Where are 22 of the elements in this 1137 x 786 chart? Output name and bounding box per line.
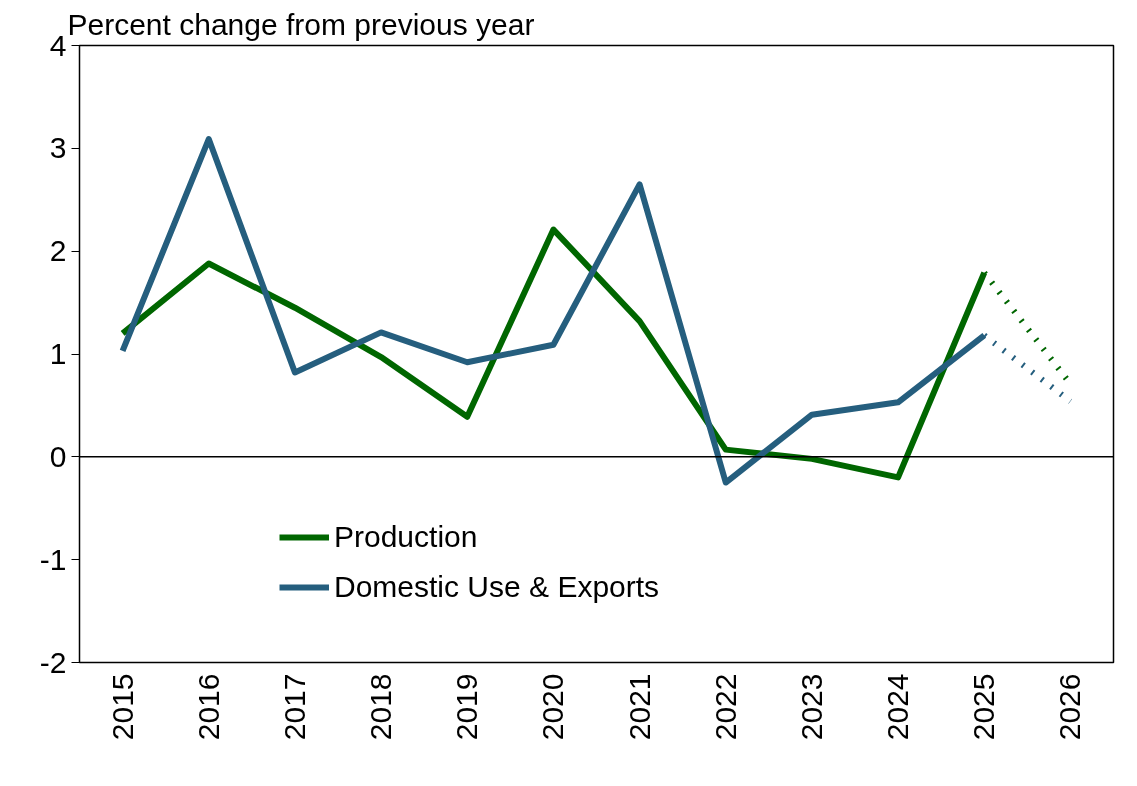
y-tick-label: 2: [49, 234, 67, 268]
x-tick-label: 2020: [536, 673, 570, 741]
x-tick-label: 2018: [364, 673, 398, 741]
x-tick-label: 2019: [450, 673, 484, 741]
y-tick-label: 0: [49, 439, 67, 473]
x-tick-label: 2025: [967, 673, 1001, 741]
x-tick-label: 2022: [708, 673, 742, 741]
x-tick-label: 2017: [277, 673, 311, 741]
legend-label: Domestic Use & Exports: [334, 569, 660, 605]
y-axis-title: Percent change from previous year: [67, 7, 535, 41]
y-tick-label: 4: [49, 28, 67, 62]
x-tick-label: 2016: [191, 673, 225, 741]
x-tick-label: 2021: [622, 673, 656, 741]
y-tick-label: 1: [49, 337, 67, 370]
legend-label: Production: [334, 519, 478, 555]
y-tick-label: -1: [39, 542, 67, 576]
x-tick-label: 2015: [105, 673, 139, 741]
y-tick-label: 3: [49, 131, 67, 165]
x-tick-label: 2026: [1053, 673, 1087, 741]
x-tick-label: 2023: [794, 673, 828, 741]
y-tick-label: -2: [39, 645, 67, 679]
x-tick-label: 2024: [881, 673, 915, 741]
